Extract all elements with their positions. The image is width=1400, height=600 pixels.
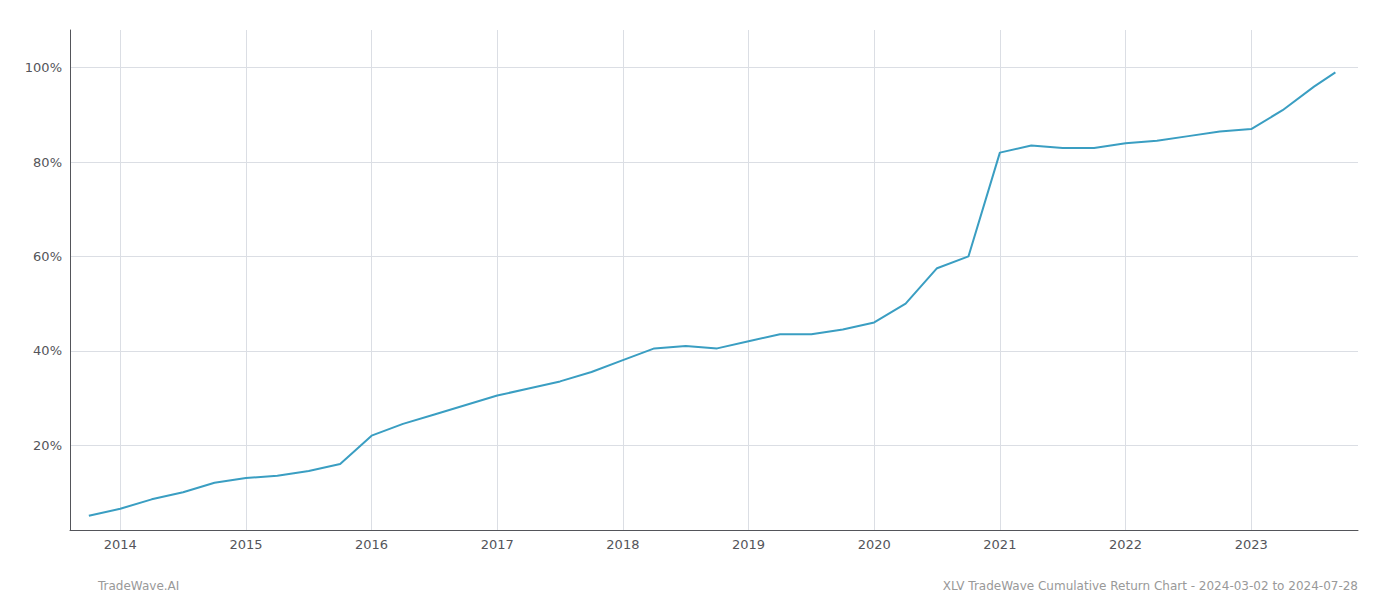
- svg-text:2017: 2017: [481, 537, 514, 552]
- svg-text:2021: 2021: [983, 537, 1016, 552]
- svg-text:2020: 2020: [858, 537, 891, 552]
- svg-text:2023: 2023: [1235, 537, 1268, 552]
- svg-text:80%: 80%: [33, 155, 62, 170]
- svg-text:2018: 2018: [606, 537, 639, 552]
- svg-text:20%: 20%: [33, 438, 62, 453]
- svg-text:100%: 100%: [25, 60, 62, 75]
- svg-text:40%: 40%: [33, 343, 62, 358]
- svg-text:2014: 2014: [104, 537, 137, 552]
- svg-text:TradeWave.AI: TradeWave.AI: [97, 579, 179, 593]
- svg-text:2019: 2019: [732, 537, 765, 552]
- svg-text:2022: 2022: [1109, 537, 1142, 552]
- svg-text:2015: 2015: [229, 537, 262, 552]
- svg-text:XLV TradeWave Cumulative Retur: XLV TradeWave Cumulative Return Chart - …: [943, 579, 1358, 593]
- svg-text:60%: 60%: [33, 249, 62, 264]
- svg-text:2016: 2016: [355, 537, 388, 552]
